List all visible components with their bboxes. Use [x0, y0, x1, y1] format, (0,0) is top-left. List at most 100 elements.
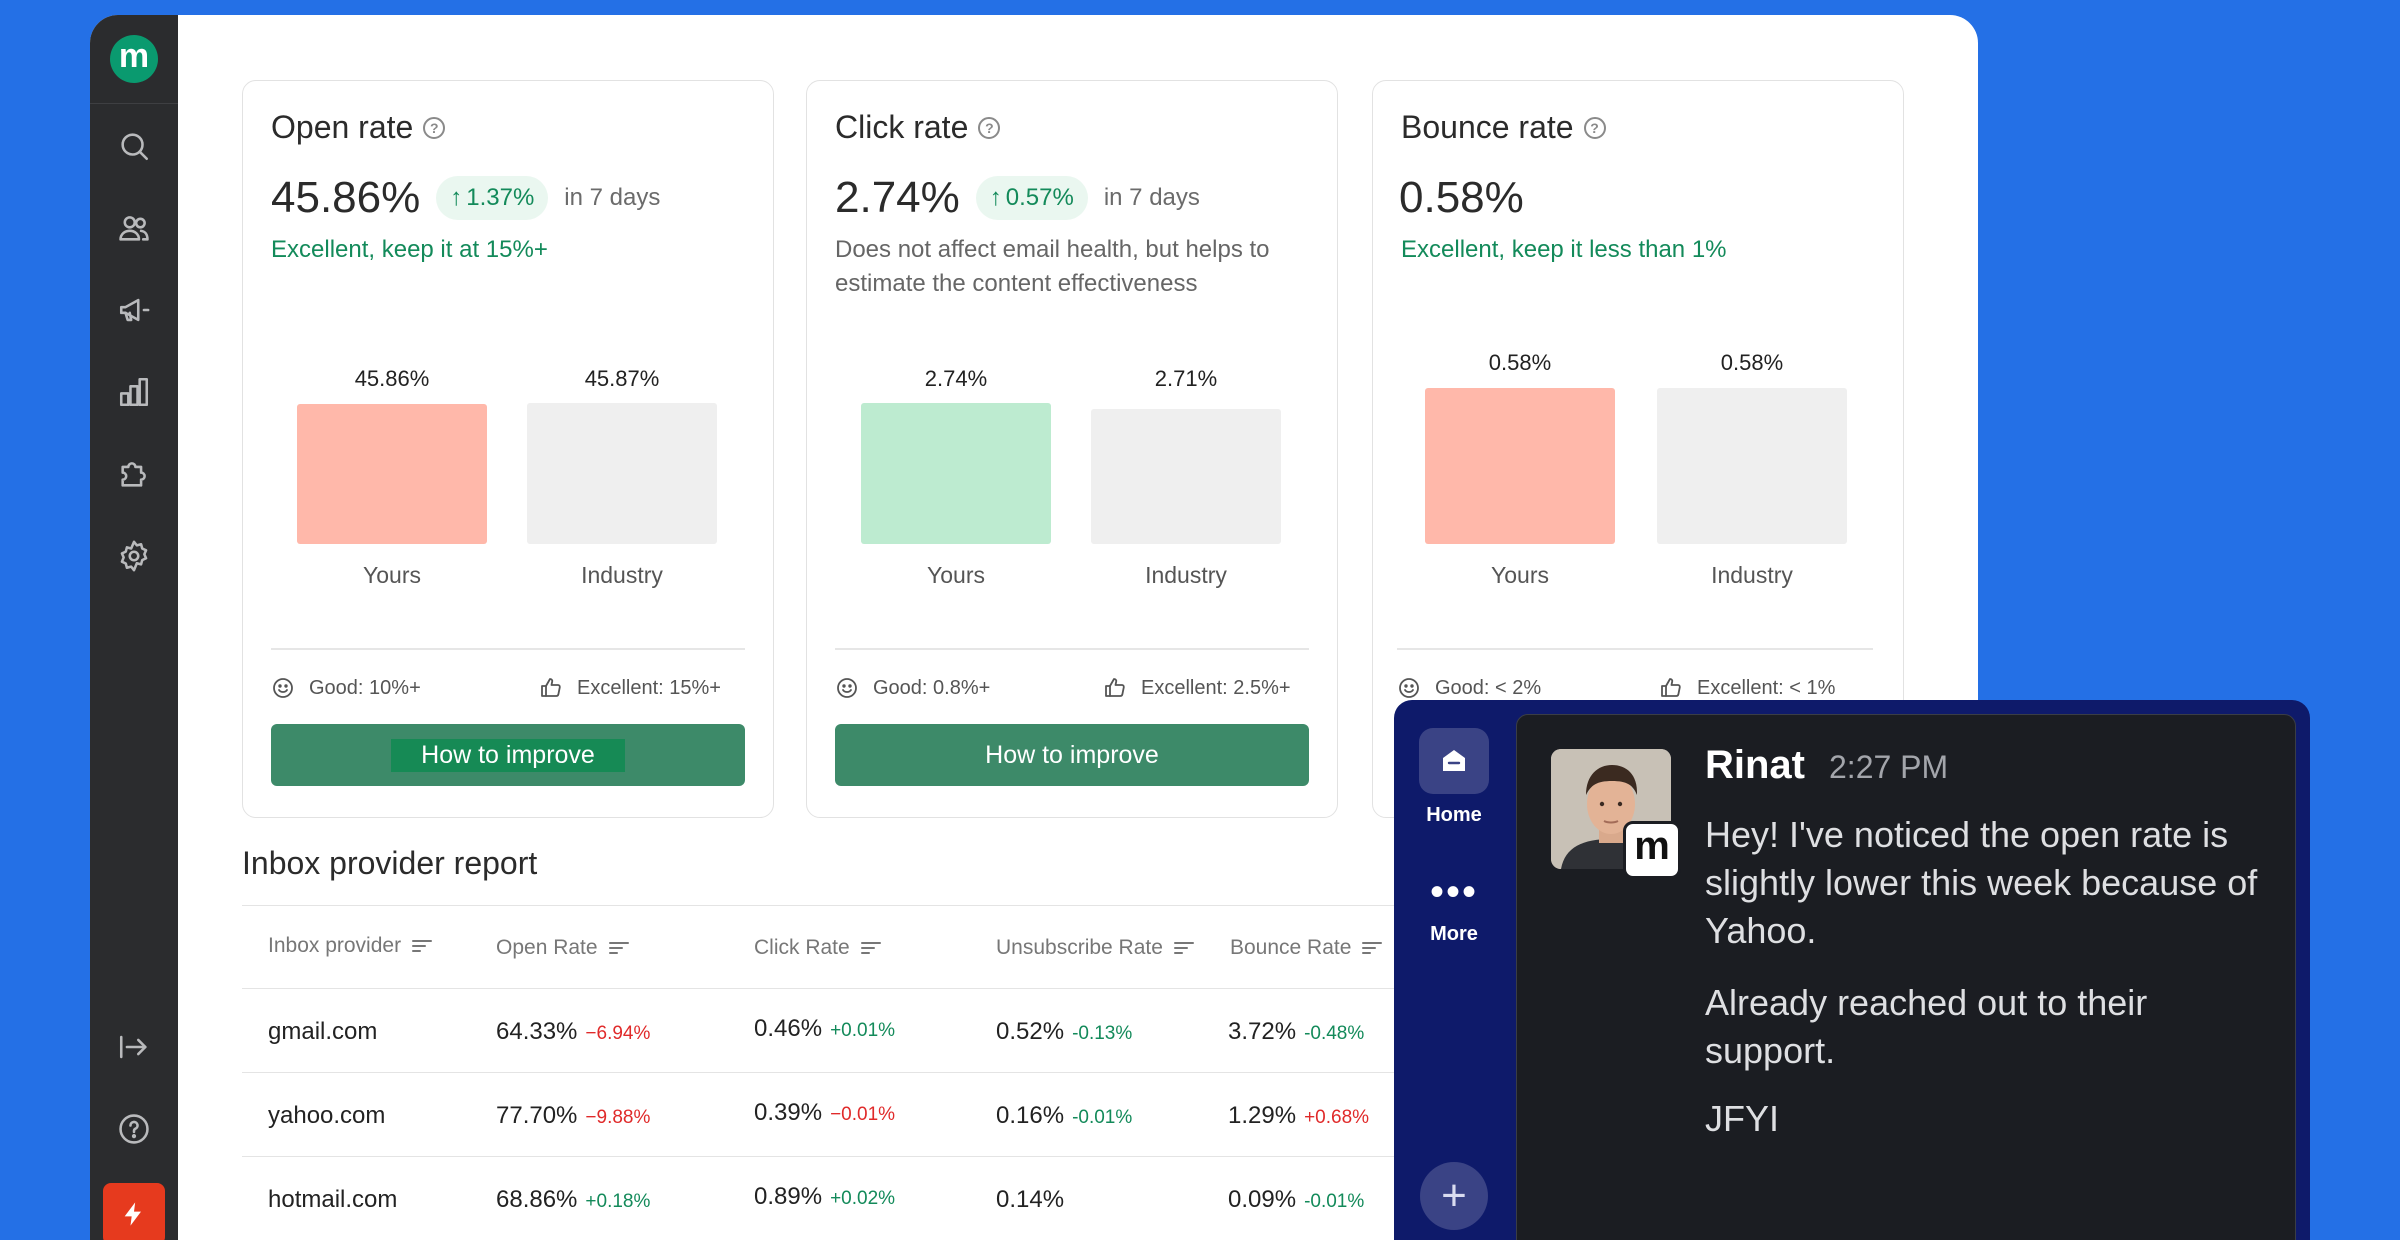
click-rate-change: +0.02% — [830, 1188, 896, 1209]
bounce-rate-value: 1.29% — [1228, 1102, 1297, 1129]
yours-value-label: 45.86% — [354, 366, 430, 391]
search-icon[interactable] — [106, 118, 162, 174]
avatar[interactable]: m — [1551, 749, 1681, 879]
home-label: Home — [1426, 804, 1482, 826]
sort-icon — [608, 942, 629, 954]
collapse-icon[interactable] — [106, 1019, 162, 1075]
home-button[interactable] — [1419, 728, 1489, 794]
smile-icon — [1399, 678, 1419, 698]
excellent-benchmark-text: Excellent: 2.5%+ — [1141, 676, 1291, 699]
good-benchmark-text: Good: < 2% — [1435, 676, 1542, 699]
bounce-rate-cell: 3.72% -0.48% — [1228, 1018, 1364, 1046]
table-row[interactable]: yahoo.com 77.70% −9.88% 0.39% −0.01% 0.16%… — [242, 1073, 1722, 1157]
contacts-icon[interactable] — [106, 200, 162, 256]
metric-value: 45.86% — [271, 173, 421, 222]
sender-name[interactable]: Rinat — [1705, 743, 1805, 787]
person-icon — [1551, 749, 1671, 869]
card-title: Open rate ? — [271, 109, 446, 146]
column-header-unsubscribe-rate[interactable]: Unsubscribe Rate — [996, 936, 1195, 960]
click-rate-change: +0.01% — [830, 1020, 896, 1041]
unsubscribe-rate-change: -0.13% — [1072, 1023, 1133, 1044]
delta-value: 1.37% — [466, 184, 535, 211]
good-benchmark-text: Good: 0.8%+ — [873, 676, 991, 699]
thumbs-up-icon — [1661, 678, 1681, 697]
button-label: How to improve — [391, 738, 625, 772]
provider-name: hotmail.com — [268, 1186, 398, 1213]
open-rate-change: −6.94% — [585, 1023, 651, 1044]
good-benchmark: Good: 0.8%+ — [835, 676, 990, 700]
table-header: Inbox provider Open Rate Click Rate Unsu… — [242, 905, 1722, 989]
message-panel: m Rinat 2:27 PM Hey! I've noticed the op… — [1516, 714, 2296, 1240]
user-photo — [1551, 749, 1671, 869]
yours-bar — [1425, 388, 1615, 544]
yours-bar — [297, 404, 487, 544]
industry-value-label: 0.58% — [1720, 350, 1784, 375]
how-to-improve-button[interactable]: How to improve — [271, 724, 745, 786]
help-icon[interactable]: ? — [978, 116, 1001, 139]
table-row[interactable]: gmail.com 64.33% −6.94% 0.46% +0.01% 0.52%… — [242, 989, 1722, 1073]
more-label[interactable]: More — [1430, 923, 1478, 945]
column-header-bounce-rate[interactable]: Bounce Rate — [1230, 936, 1383, 960]
yours-label: Yours — [363, 562, 421, 588]
bounce-rate-card: Bounce rate ? 0.58% Excellent, keep it l… — [1372, 80, 1904, 818]
settings-icon[interactable] — [106, 528, 162, 584]
thumbs-up-icon — [541, 678, 561, 697]
sort-icon — [412, 940, 433, 952]
message-header: Rinat 2:27 PM — [1705, 743, 1948, 788]
industry-value-label: 2.71% — [1154, 366, 1218, 391]
how-to-improve-button[interactable]: How to improve — [835, 724, 1309, 786]
column-header-open-rate[interactable]: Open Rate — [496, 936, 630, 960]
help-icon[interactable] — [106, 1101, 162, 1157]
good-benchmark: Good: 10%+ — [271, 676, 421, 700]
open-rate-card: Open rate ? 45.86% ↑ 1.37% in 7 days Exce… — [242, 80, 774, 818]
status-note: Excellent, keep it at 15%+ — [271, 236, 548, 263]
table-row[interactable]: hotmail.com 68.86% +0.18% 0.89% +0.02% 0.1… — [242, 1157, 1722, 1240]
column-header-label: Click Rate — [754, 936, 850, 959]
column-header-provider[interactable]: Inbox provider — [268, 934, 433, 958]
industry-bar — [1657, 388, 1847, 544]
card-divider — [271, 648, 745, 650]
status-note: Excellent, keep it less than 1% — [1401, 236, 1727, 263]
thumbs-up-icon — [1105, 678, 1125, 697]
report-title: Inbox provider report — [242, 845, 538, 881]
card-title-text: Bounce rate — [1401, 109, 1574, 145]
provider-cell: gmail.com — [268, 1018, 377, 1046]
period-label: in 7 days — [564, 184, 661, 211]
click-rate-change: −0.01% — [830, 1104, 896, 1125]
yours-value-label: 0.58% — [1488, 350, 1552, 375]
open-rate-cell: 68.86% +0.18% — [496, 1186, 650, 1214]
bolt-icon[interactable] — [103, 1183, 165, 1240]
bounce-rate-change: -0.01% — [1304, 1191, 1365, 1212]
metric-value: 2.74% — [835, 173, 960, 222]
industry-bar — [1091, 409, 1281, 544]
bounce-rate-cell: 1.29% +0.68% — [1228, 1102, 1369, 1130]
arrow-up-icon: ↑ — [450, 184, 463, 211]
bounce-rate-change: +0.68% — [1304, 1107, 1370, 1128]
more-icon[interactable]: ••• — [1429, 870, 1478, 914]
click-rate-cell: 0.39% −0.01% — [754, 1099, 895, 1127]
open-rate-cell: 64.33% −6.94% — [496, 1018, 650, 1046]
campaigns-icon[interactable] — [106, 282, 162, 338]
column-header-label: Unsubscribe Rate — [996, 936, 1163, 959]
card-title: Bounce rate ? — [1401, 109, 1606, 146]
help-icon[interactable]: ? — [1583, 116, 1606, 139]
industry-value-label: 45.87% — [584, 366, 660, 391]
open-rate-cell: 77.70% −9.88% — [496, 1102, 650, 1130]
help-icon[interactable]: ? — [423, 116, 446, 139]
add-button[interactable]: + — [1420, 1162, 1488, 1230]
industry-label: Industry — [1145, 562, 1227, 588]
logo[interactable]: m — [110, 35, 158, 83]
bounce-rate-value: 0.09% — [1228, 1186, 1297, 1213]
delta-badge: ↑ 1.37% — [436, 176, 549, 220]
period-label: in 7 days — [1103, 184, 1200, 211]
integrations-icon[interactable] — [106, 446, 162, 502]
chat-window: Home ••• More + m Rinat 2:27 — [1394, 700, 2310, 1240]
yours-bar — [861, 403, 1051, 544]
smile-icon — [837, 678, 857, 698]
reports-icon[interactable] — [106, 364, 162, 420]
message-text: Already reached out to their support. — [1705, 982, 2148, 1071]
column-header-click-rate[interactable]: Click Rate — [754, 936, 882, 960]
click-rate-value: 0.89% — [754, 1183, 823, 1210]
column-header-label: Bounce Rate — [1230, 936, 1352, 959]
industry-bar — [527, 403, 717, 544]
